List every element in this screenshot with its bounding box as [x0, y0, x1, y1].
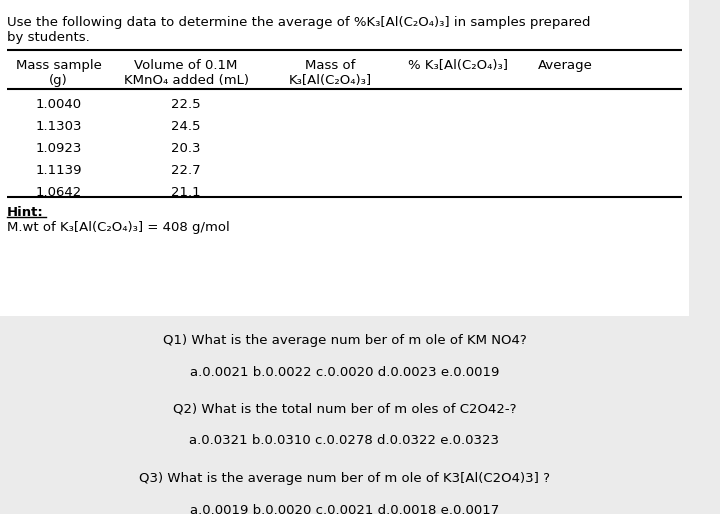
Text: a.0.0019 b.0.0020 c.0.0021 d.0.0018 e.0.0017: a.0.0019 b.0.0020 c.0.0021 d.0.0018 e.0.…	[190, 504, 499, 514]
Text: a.0.0021 b.0.0022 c.0.0020 d.0.0023 e.0.0019: a.0.0021 b.0.0022 c.0.0020 d.0.0023 e.0.…	[190, 365, 499, 379]
Text: by students.: by students.	[7, 31, 89, 44]
FancyBboxPatch shape	[0, 0, 689, 316]
Text: 20.3: 20.3	[171, 142, 201, 155]
Text: Q2) What is the total num ber of m oles of C2O42-?: Q2) What is the total num ber of m oles …	[173, 402, 516, 415]
Text: 1.0642: 1.0642	[35, 186, 81, 199]
Text: Mass of: Mass of	[305, 59, 356, 72]
Text: K₃[Al(C₂O₄)₃]: K₃[Al(C₂O₄)₃]	[289, 75, 372, 87]
Text: 1.0040: 1.0040	[35, 98, 81, 111]
Text: Use the following data to determine the average of %K₃[Al(C₂O₄)₃] in samples pre: Use the following data to determine the …	[7, 15, 590, 29]
Text: KMnO₄ added (mL): KMnO₄ added (mL)	[124, 75, 248, 87]
Text: Hint:: Hint:	[7, 206, 44, 218]
Text: % K₃[Al(C₂O₄)₃]: % K₃[Al(C₂O₄)₃]	[408, 59, 508, 72]
Text: Q3) What is the average num ber of m ole of K3[Al(C2O4)3] ?: Q3) What is the average num ber of m ole…	[139, 472, 550, 485]
Text: 1.1139: 1.1139	[35, 164, 82, 177]
Text: 22.5: 22.5	[171, 98, 201, 111]
Text: M.wt of K₃[Al(C₂O₄)₃] = 408 g/mol: M.wt of K₃[Al(C₂O₄)₃] = 408 g/mol	[7, 221, 230, 234]
Text: Q1) What is the average num ber of m ole of KM NO4?: Q1) What is the average num ber of m ole…	[163, 334, 526, 347]
Text: 1.1303: 1.1303	[35, 120, 82, 133]
Text: 1.0923: 1.0923	[35, 142, 82, 155]
Text: (g): (g)	[49, 75, 68, 87]
Text: 21.1: 21.1	[171, 186, 201, 199]
Text: Volume of 0.1M: Volume of 0.1M	[135, 59, 238, 72]
Text: Mass sample: Mass sample	[16, 59, 102, 72]
Text: 22.7: 22.7	[171, 164, 201, 177]
Text: 24.5: 24.5	[171, 120, 201, 133]
Text: Average: Average	[537, 59, 593, 72]
Text: a.0.0321 b.0.0310 c.0.0278 d.0.0322 e.0.0323: a.0.0321 b.0.0310 c.0.0278 d.0.0322 e.0.…	[189, 434, 500, 447]
